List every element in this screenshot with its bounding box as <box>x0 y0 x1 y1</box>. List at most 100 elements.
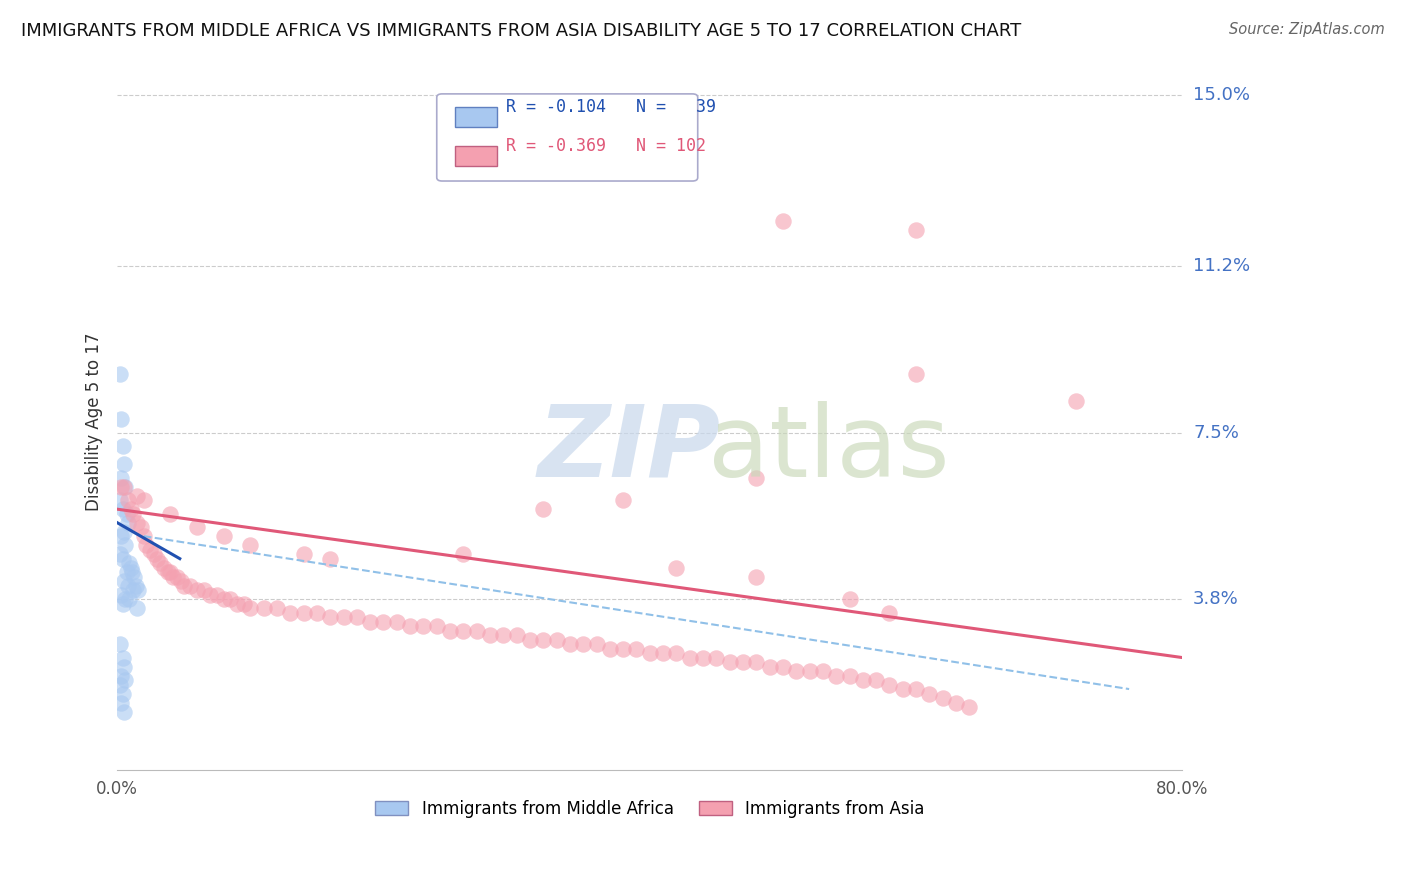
Point <box>745 655 768 669</box>
Point <box>111 687 134 701</box>
Point <box>905 368 928 382</box>
Point <box>412 619 434 633</box>
Point <box>152 560 174 574</box>
Point <box>166 569 188 583</box>
Point <box>162 569 184 583</box>
Point <box>453 624 475 638</box>
Point <box>638 646 661 660</box>
Text: 15.0%: 15.0% <box>1194 87 1250 104</box>
Text: IMMIGRANTS FROM MIDDLE AFRICA VS IMMIGRANTS FROM ASIA DISABILITY AGE 5 TO 17 COR: IMMIGRANTS FROM MIDDLE AFRICA VS IMMIGRA… <box>21 22 1021 40</box>
Point <box>108 637 131 651</box>
Text: atlas: atlas <box>709 401 950 498</box>
Point <box>122 507 145 521</box>
Point <box>652 646 675 660</box>
Point <box>114 538 136 552</box>
Point <box>266 601 288 615</box>
Point <box>111 650 134 665</box>
Point <box>132 529 155 543</box>
Point <box>179 579 201 593</box>
Text: 7.5%: 7.5% <box>1194 424 1239 442</box>
Point <box>585 637 607 651</box>
Point <box>111 502 134 516</box>
Point <box>918 687 941 701</box>
Point <box>212 529 235 543</box>
Point <box>385 615 408 629</box>
Point <box>612 641 634 656</box>
Point <box>135 538 157 552</box>
Point <box>359 615 381 629</box>
Point <box>108 493 131 508</box>
Point <box>319 610 342 624</box>
Text: 3.8%: 3.8% <box>1194 591 1239 608</box>
Point <box>519 632 541 647</box>
Point <box>112 705 135 719</box>
Point <box>852 673 875 687</box>
Point <box>531 632 554 647</box>
Point <box>692 650 714 665</box>
Point <box>108 368 131 382</box>
Point <box>127 516 149 530</box>
Point <box>772 659 794 673</box>
Point <box>186 520 208 534</box>
Point <box>879 677 901 691</box>
Text: R = -0.104   N =   39: R = -0.104 N = 39 <box>506 98 716 116</box>
Point <box>108 677 131 691</box>
Point <box>111 439 134 453</box>
Point <box>745 471 768 485</box>
Point <box>811 664 834 678</box>
Point <box>149 556 172 570</box>
Point <box>505 628 527 642</box>
Point <box>114 673 136 687</box>
Point <box>825 668 848 682</box>
Text: 11.2%: 11.2% <box>1194 258 1250 276</box>
Point <box>612 493 634 508</box>
Point <box>232 597 254 611</box>
Point <box>332 610 354 624</box>
Bar <box>456 107 498 127</box>
Point <box>891 681 914 696</box>
Point <box>110 412 132 426</box>
Point <box>665 646 688 660</box>
Point <box>945 696 967 710</box>
Point <box>718 655 741 669</box>
Point <box>799 664 821 678</box>
Point <box>665 560 688 574</box>
Point <box>599 641 621 656</box>
Point <box>465 624 488 638</box>
Point <box>492 628 515 642</box>
Point <box>108 547 131 561</box>
Point <box>129 520 152 534</box>
Point <box>132 493 155 508</box>
Point <box>121 565 143 579</box>
Point <box>278 606 301 620</box>
Point <box>124 569 146 583</box>
Point <box>159 565 181 579</box>
FancyBboxPatch shape <box>437 94 697 181</box>
Bar <box>456 146 498 166</box>
Point <box>110 471 132 485</box>
Point <box>112 574 135 588</box>
Point <box>114 592 136 607</box>
Point <box>731 655 754 669</box>
Point <box>110 529 132 543</box>
Text: R = -0.369   N = 102: R = -0.369 N = 102 <box>506 137 706 155</box>
Point <box>626 641 648 656</box>
Point <box>426 619 449 633</box>
Point <box>186 583 208 598</box>
Point <box>239 601 262 615</box>
Point <box>112 524 135 539</box>
Point <box>110 668 132 682</box>
Point <box>117 493 139 508</box>
Point <box>111 597 134 611</box>
Y-axis label: Disability Age 5 to 17: Disability Age 5 to 17 <box>86 332 103 511</box>
Point <box>706 650 728 665</box>
Point <box>139 542 162 557</box>
Point <box>112 659 135 673</box>
Point <box>120 502 142 516</box>
Point <box>120 560 142 574</box>
Point <box>957 700 980 714</box>
Point <box>115 507 138 521</box>
Point <box>200 588 222 602</box>
Point <box>125 579 148 593</box>
Text: ZIP: ZIP <box>538 401 721 498</box>
